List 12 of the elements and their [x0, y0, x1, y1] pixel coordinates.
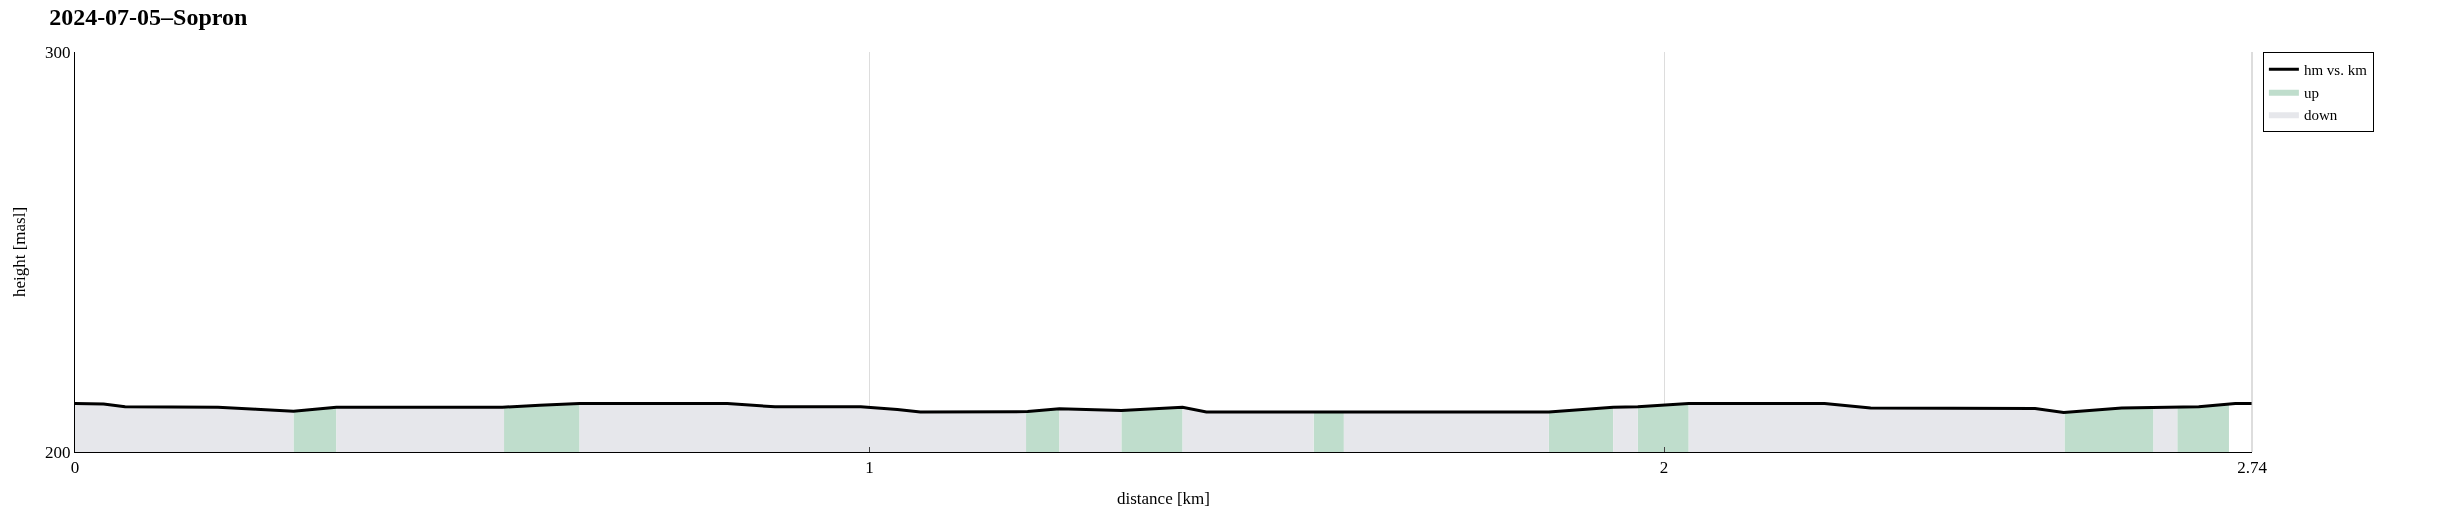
x-tick-label: 2	[1659, 458, 1669, 478]
legend-label: down	[2303, 107, 2338, 124]
x-tick-label: 1	[865, 458, 874, 478]
x-axis-title: distance [km]	[1117, 488, 1210, 508]
y-tick-label: 300	[45, 42, 71, 62]
x-tick-label: 2.74	[2237, 458, 2268, 478]
y-tick-label: 200	[45, 442, 71, 462]
chart-title: 2024-07-05–Sopron	[49, 3, 248, 30]
legend-label: up	[2303, 84, 2319, 101]
x-tick-label: 0	[70, 458, 80, 478]
legend-label: hm vs. km	[2303, 62, 2368, 79]
y-axis-title: height [masl]	[9, 206, 29, 298]
